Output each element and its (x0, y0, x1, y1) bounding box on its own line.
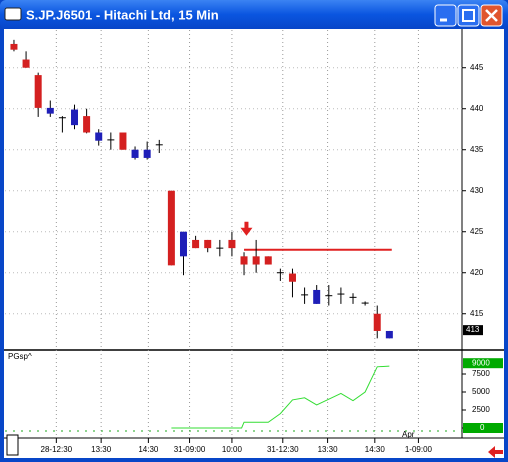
candle-body (10, 43, 18, 50)
last-value-box (463, 358, 503, 369)
series-line (171, 365, 390, 429)
candle-body (385, 330, 393, 339)
scroll-box[interactable] (6, 434, 19, 456)
candle-body (179, 231, 187, 257)
y-tick-label: 0 (480, 423, 485, 432)
last-value-label: 9000 (472, 358, 490, 367)
zero-box (463, 422, 503, 433)
y-tick-label: 445 (470, 63, 484, 72)
candle-body (264, 256, 272, 265)
series-name: PGsp^ (8, 352, 32, 361)
extra-label: Apr (402, 430, 415, 439)
y-tick-label: 435 (470, 145, 484, 154)
close-icon (485, 9, 498, 22)
candle-body (192, 239, 200, 249)
x-tick-label: 10:00 (222, 445, 243, 454)
signal-arrow (240, 221, 253, 236)
x-tick-label: 13:30 (318, 445, 339, 454)
candle-body (71, 109, 79, 126)
maximize-icon (462, 9, 475, 22)
candle-body (119, 132, 127, 150)
y-tick-label: 440 (470, 104, 484, 113)
title-bar (0, 0, 508, 29)
candle-body (46, 107, 54, 114)
y-tick-label: 7500 (472, 369, 490, 378)
maximize-button[interactable] (457, 4, 480, 27)
candle-body (95, 132, 103, 141)
y-tick-label: 425 (470, 227, 484, 236)
x-tick-label: 28-12:30 (41, 445, 73, 454)
x-tick-label: 14:30 (365, 445, 386, 454)
candle-body (34, 75, 42, 108)
nav-arrow[interactable] (488, 446, 503, 458)
candle-body (240, 256, 248, 265)
candle-body (143, 149, 151, 158)
window-title: S.JP.J6501 - Hitachi Ltd, 15 Min (26, 7, 219, 22)
x-tick-label: 1-09:00 (405, 445, 433, 454)
y-tick-label: 415 (470, 309, 484, 318)
last-price-label: 413 (466, 325, 480, 334)
x-tick-label: 13:30 (91, 445, 112, 454)
x-tick-label: 14:30 (138, 445, 159, 454)
candle-body (83, 116, 91, 133)
candle-body (228, 239, 236, 249)
candle-body (252, 256, 260, 265)
candle-body (22, 59, 30, 68)
candle-body (131, 149, 139, 158)
candle-body (167, 190, 175, 266)
y-tick-label: 5000 (472, 387, 490, 396)
candle-body (373, 313, 381, 331)
x-tick-label: 31-12:30 (267, 445, 299, 454)
x-tick-label: 31-09:00 (174, 445, 206, 454)
app-icon (4, 7, 22, 21)
y-tick-label: 420 (470, 268, 484, 277)
last-price-box (463, 325, 483, 336)
chart-area (4, 29, 504, 458)
y-tick-label: 2500 (472, 405, 490, 414)
candle-body (313, 289, 321, 304)
candle-body (288, 273, 296, 282)
minimize-button[interactable] (434, 4, 457, 27)
candle-body (204, 239, 212, 249)
y-tick-label: 430 (470, 186, 484, 195)
